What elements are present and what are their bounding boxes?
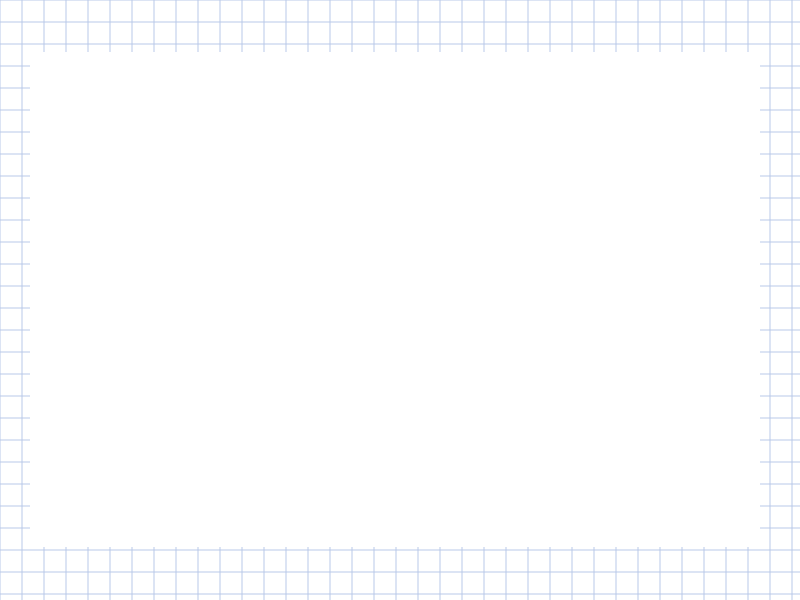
slide-white-area <box>30 52 760 547</box>
